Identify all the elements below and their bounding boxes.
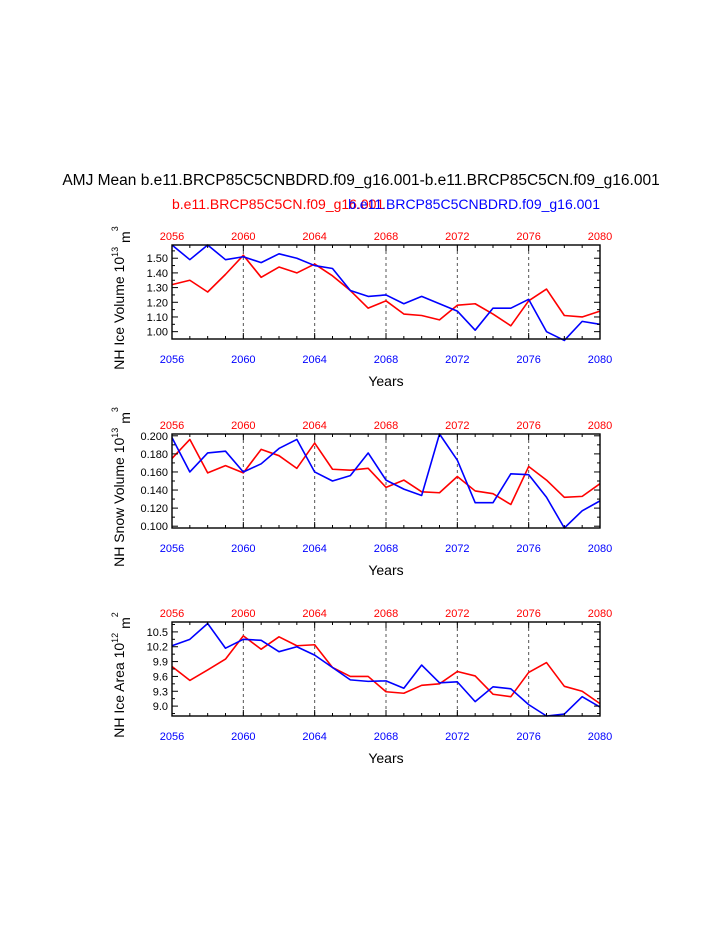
x-tick-label-bottom: 2080 bbox=[588, 354, 612, 366]
x-tick-label-bottom: 2056 bbox=[160, 731, 184, 743]
x-tick-label-bottom: 2064 bbox=[302, 731, 326, 743]
y-tick-label: 1.20 bbox=[147, 297, 168, 309]
x-tick-label-bottom: 2076 bbox=[516, 731, 540, 743]
y-axis-title: NH Ice Volume 1013 m3 bbox=[110, 226, 133, 369]
series-line-blue bbox=[171, 244, 601, 342]
series-line-blue bbox=[171, 622, 601, 717]
y-axis-title: NH Ice Area 1012 m2 bbox=[110, 612, 133, 738]
x-tick-label-top: 2056 bbox=[160, 608, 184, 620]
x-tick-label-bottom: 2068 bbox=[374, 731, 398, 743]
x-tick-label-bottom: 2060 bbox=[231, 354, 255, 366]
y-tick-label: 0.200 bbox=[140, 431, 168, 443]
x-tick-label-top: 2080 bbox=[588, 420, 612, 432]
y-tick-label: 10.2 bbox=[147, 642, 168, 654]
series-line-blue bbox=[171, 433, 601, 529]
y-tick-label: 1.30 bbox=[147, 283, 168, 295]
x-tick-label-top: 2076 bbox=[516, 231, 540, 243]
x-tick-label-bottom: 2076 bbox=[516, 354, 540, 366]
figure-title: AMJ Mean b.e11.BRCP85C5CNBDRD.f09_g16.00… bbox=[62, 172, 659, 189]
legend-blue-case: b.e11.BRCP85C5CNBDRD.f09_g16.001 bbox=[348, 196, 600, 212]
y-tick-label: 1.10 bbox=[147, 312, 168, 324]
x-tick-label-top: 2064 bbox=[302, 420, 326, 432]
panel-1: 1.00 1.10 1.20 1.30 1.40 1.50 2056 2056 2060 2060… bbox=[110, 226, 612, 389]
x-tick-label-top: 2076 bbox=[516, 608, 540, 620]
x-tick-label-top: 2080 bbox=[588, 231, 612, 243]
x-tick-label-top: 2068 bbox=[374, 231, 398, 243]
x-axis-title: Years bbox=[368, 750, 403, 766]
y-tick-label: 0.100 bbox=[140, 521, 168, 533]
x-tick-label-bottom: 2072 bbox=[445, 543, 469, 555]
series-line-red bbox=[171, 635, 601, 705]
x-tick-label-bottom: 2060 bbox=[231, 731, 255, 743]
legend-red-case: b.e11.BRCP85C5CN.f09_g16.001 bbox=[172, 196, 384, 212]
x-tick-label-top: 2072 bbox=[445, 231, 469, 243]
y-tick-label: 10.5 bbox=[147, 627, 168, 639]
x-axis-title: Years bbox=[368, 373, 403, 389]
x-tick-label-bottom: 2072 bbox=[445, 731, 469, 743]
y-tick-label: 0.180 bbox=[140, 449, 168, 461]
y-tick-label: 9.3 bbox=[153, 686, 168, 698]
x-tick-label-top: 2060 bbox=[231, 231, 255, 243]
x-tick-label-bottom: 2068 bbox=[374, 354, 398, 366]
x-tick-label-top: 2072 bbox=[445, 420, 469, 432]
panel-3: 9.0 9.3 9.6 9.9 10.2 10.5 2056 2056 2060 2060 2064… bbox=[110, 608, 612, 766]
panel-2: 0.1000.1200.1400.1600.1800.2002056205620… bbox=[110, 407, 612, 578]
y-axis-title: NH Snow Volume 1013 m3 bbox=[110, 407, 133, 567]
x-tick-label-top: 2068 bbox=[374, 420, 398, 432]
y-tick-label: 1.00 bbox=[147, 327, 168, 339]
y-tick-label: 1.50 bbox=[147, 253, 168, 265]
x-tick-label-bottom: 2064 bbox=[302, 543, 326, 555]
x-tick-label-bottom: 2060 bbox=[231, 543, 255, 555]
x-tick-label-top: 2056 bbox=[160, 231, 184, 243]
x-tick-label-bottom: 2080 bbox=[588, 543, 612, 555]
x-tick-label-top: 2068 bbox=[374, 608, 398, 620]
x-tick-label-bottom: 2076 bbox=[516, 543, 540, 555]
x-tick-label-bottom: 2080 bbox=[588, 731, 612, 743]
x-tick-label-bottom: 2056 bbox=[160, 354, 184, 366]
x-tick-label-bottom: 2068 bbox=[374, 543, 398, 555]
x-tick-label-top: 2064 bbox=[302, 231, 326, 243]
y-tick-label: 9.9 bbox=[153, 657, 168, 669]
y-tick-label: 1.40 bbox=[147, 268, 168, 280]
y-tick-label: 0.120 bbox=[140, 503, 168, 515]
x-tick-label-top: 2072 bbox=[445, 608, 469, 620]
series-line-red bbox=[171, 438, 601, 506]
y-tick-label: 9.6 bbox=[153, 671, 168, 683]
x-tick-label-top: 2060 bbox=[231, 608, 255, 620]
x-tick-label-bottom: 2072 bbox=[445, 354, 469, 366]
x-tick-label-bottom: 2056 bbox=[160, 543, 184, 555]
x-tick-label-top: 2060 bbox=[231, 420, 255, 432]
x-tick-label-top: 2064 bbox=[302, 608, 326, 620]
x-tick-label-top: 2080 bbox=[588, 608, 612, 620]
y-tick-label: 9.0 bbox=[153, 701, 168, 713]
x-tick-label-top: 2076 bbox=[516, 420, 540, 432]
y-tick-label: 0.160 bbox=[140, 467, 168, 479]
x-axis-title: Years bbox=[368, 562, 403, 578]
x-tick-label-top: 2056 bbox=[160, 420, 184, 432]
x-tick-label-bottom: 2064 bbox=[302, 354, 326, 366]
y-tick-label: 0.140 bbox=[140, 485, 168, 497]
